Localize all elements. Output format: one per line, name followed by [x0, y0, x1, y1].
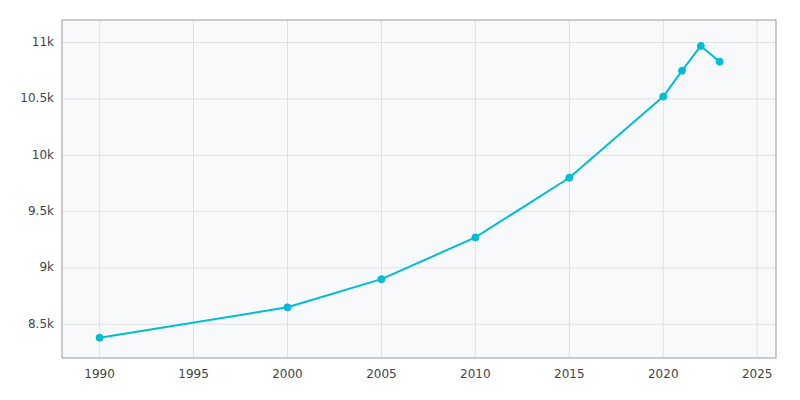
x-tick-label: 2010 [460, 367, 491, 381]
line [100, 46, 720, 338]
grid [62, 20, 776, 358]
x-grid-line [381, 20, 382, 358]
plot-background [62, 20, 776, 358]
x-grid-line [757, 20, 758, 358]
x-grid-line [475, 20, 476, 358]
point [716, 58, 723, 65]
point [566, 174, 573, 181]
y-tick-label: 9k [39, 260, 54, 274]
point [697, 42, 704, 49]
x-tick-label: 2000 [272, 367, 303, 381]
x-grid-line [569, 20, 570, 358]
y-grid-line [62, 98, 776, 99]
y-tick-label: 11k [32, 35, 54, 49]
point [96, 334, 103, 341]
point [679, 67, 686, 74]
series [96, 42, 723, 341]
plot-frame [62, 20, 776, 358]
point [284, 304, 291, 311]
y-grid-line [62, 42, 776, 43]
y-grid-line [62, 211, 776, 212]
point [660, 93, 667, 100]
y-grid-line [62, 324, 776, 325]
y-tick-label: 10k [32, 148, 54, 162]
x-tick-label: 2015 [554, 367, 585, 381]
y-tick-label: 9.5k [28, 204, 54, 218]
x-grid-line [193, 20, 194, 358]
chart-container: 1990 1995 2000 2005 2010 2015 2020 2025 8.5k 9k 9.… [0, 0, 800, 400]
point [378, 276, 385, 283]
point [472, 234, 479, 241]
chart-svg: 1990 1995 2000 2005 2010 2015 2020 2025 8.5k 9k 9.… [0, 0, 800, 400]
y-tick-label: 8.5k [28, 317, 54, 331]
axis-labels: 1990 1995 2000 2005 2010 2015 2020 2025 8.5k 9k 9.… [20, 35, 772, 381]
x-tick-label: 1995 [178, 367, 209, 381]
x-tick-label: 2005 [366, 367, 397, 381]
y-tick-label: 10.5k [20, 91, 54, 105]
x-tick-label: 1990 [84, 367, 115, 381]
x-tick-label: 2025 [742, 367, 773, 381]
x-grid-line [663, 20, 664, 358]
y-grid-line [62, 155, 776, 156]
x-grid-line [99, 20, 100, 358]
page: {"chart_data": {"type": "line", "x": [19… [0, 0, 800, 400]
x-tick-label: 2020 [648, 367, 679, 381]
y-grid-line [62, 267, 776, 268]
